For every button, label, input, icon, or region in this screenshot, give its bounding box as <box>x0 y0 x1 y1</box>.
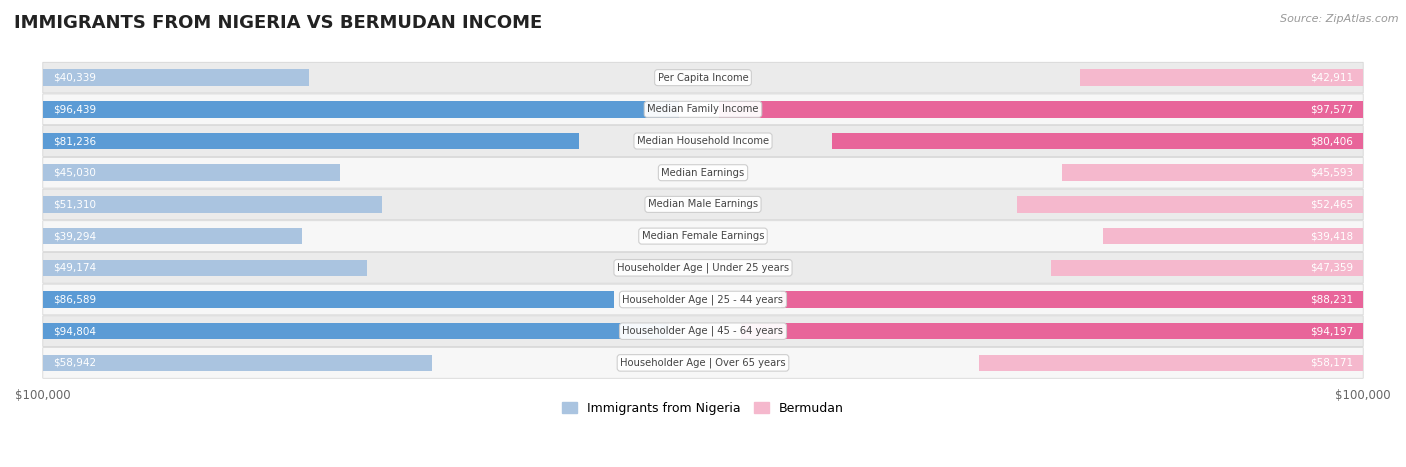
Text: IMMIGRANTS FROM NIGERIA VS BERMUDAN INCOME: IMMIGRANTS FROM NIGERIA VS BERMUDAN INCO… <box>14 14 543 32</box>
Text: $40,339: $40,339 <box>52 73 96 83</box>
Text: $52,465: $52,465 <box>1310 199 1354 209</box>
Bar <box>42 354 432 371</box>
Text: Median Household Income: Median Household Income <box>637 136 769 146</box>
Bar <box>718 101 1364 118</box>
Text: Householder Age | 25 - 44 years: Householder Age | 25 - 44 years <box>623 294 783 305</box>
Bar <box>42 101 679 118</box>
FancyBboxPatch shape <box>42 157 1364 188</box>
Bar <box>42 228 302 244</box>
Text: $58,171: $58,171 <box>1310 358 1354 368</box>
FancyBboxPatch shape <box>42 316 1364 347</box>
Text: $81,236: $81,236 <box>52 136 96 146</box>
Text: $45,030: $45,030 <box>52 168 96 178</box>
Text: Median Earnings: Median Earnings <box>661 168 745 178</box>
Text: $97,577: $97,577 <box>1310 104 1354 114</box>
Text: $88,231: $88,231 <box>1310 295 1354 304</box>
Text: $45,593: $45,593 <box>1310 168 1354 178</box>
FancyBboxPatch shape <box>42 62 1364 93</box>
Bar <box>42 260 367 276</box>
FancyBboxPatch shape <box>42 347 1364 378</box>
Text: $39,294: $39,294 <box>52 231 96 241</box>
FancyBboxPatch shape <box>42 189 1364 220</box>
Text: Householder Age | Under 25 years: Householder Age | Under 25 years <box>617 262 789 273</box>
FancyBboxPatch shape <box>42 253 1364 283</box>
Bar <box>1050 260 1364 276</box>
FancyBboxPatch shape <box>42 284 1364 315</box>
Bar <box>42 70 309 86</box>
Text: $49,174: $49,174 <box>52 263 96 273</box>
Bar <box>741 323 1364 340</box>
Text: Source: ZipAtlas.com: Source: ZipAtlas.com <box>1281 14 1399 24</box>
Bar <box>42 323 669 340</box>
Bar <box>979 354 1364 371</box>
Bar <box>42 291 614 308</box>
FancyBboxPatch shape <box>42 126 1364 156</box>
Text: Householder Age | Over 65 years: Householder Age | Over 65 years <box>620 358 786 368</box>
Bar <box>1017 196 1364 212</box>
Bar <box>1080 70 1364 86</box>
Text: Median Male Earnings: Median Male Earnings <box>648 199 758 209</box>
Text: Median Family Income: Median Family Income <box>647 104 759 114</box>
Text: Median Female Earnings: Median Female Earnings <box>641 231 765 241</box>
Text: $42,911: $42,911 <box>1310 73 1354 83</box>
Text: $94,197: $94,197 <box>1310 326 1354 336</box>
Text: $58,942: $58,942 <box>52 358 96 368</box>
Text: Per Capita Income: Per Capita Income <box>658 73 748 83</box>
Text: $94,804: $94,804 <box>52 326 96 336</box>
Bar <box>42 133 579 149</box>
FancyBboxPatch shape <box>42 221 1364 251</box>
Bar <box>1062 164 1364 181</box>
Text: $86,589: $86,589 <box>52 295 96 304</box>
Text: $47,359: $47,359 <box>1310 263 1354 273</box>
Bar <box>780 291 1364 308</box>
Legend: Immigrants from Nigeria, Bermudan: Immigrants from Nigeria, Bermudan <box>558 396 848 420</box>
Bar <box>1102 228 1364 244</box>
Text: Householder Age | 45 - 64 years: Householder Age | 45 - 64 years <box>623 326 783 336</box>
FancyBboxPatch shape <box>42 94 1364 125</box>
Text: $96,439: $96,439 <box>52 104 96 114</box>
Text: $51,310: $51,310 <box>52 199 96 209</box>
Bar <box>42 196 381 212</box>
Text: $39,418: $39,418 <box>1310 231 1354 241</box>
Bar <box>42 164 340 181</box>
Text: $80,406: $80,406 <box>1310 136 1354 146</box>
Bar <box>832 133 1364 149</box>
